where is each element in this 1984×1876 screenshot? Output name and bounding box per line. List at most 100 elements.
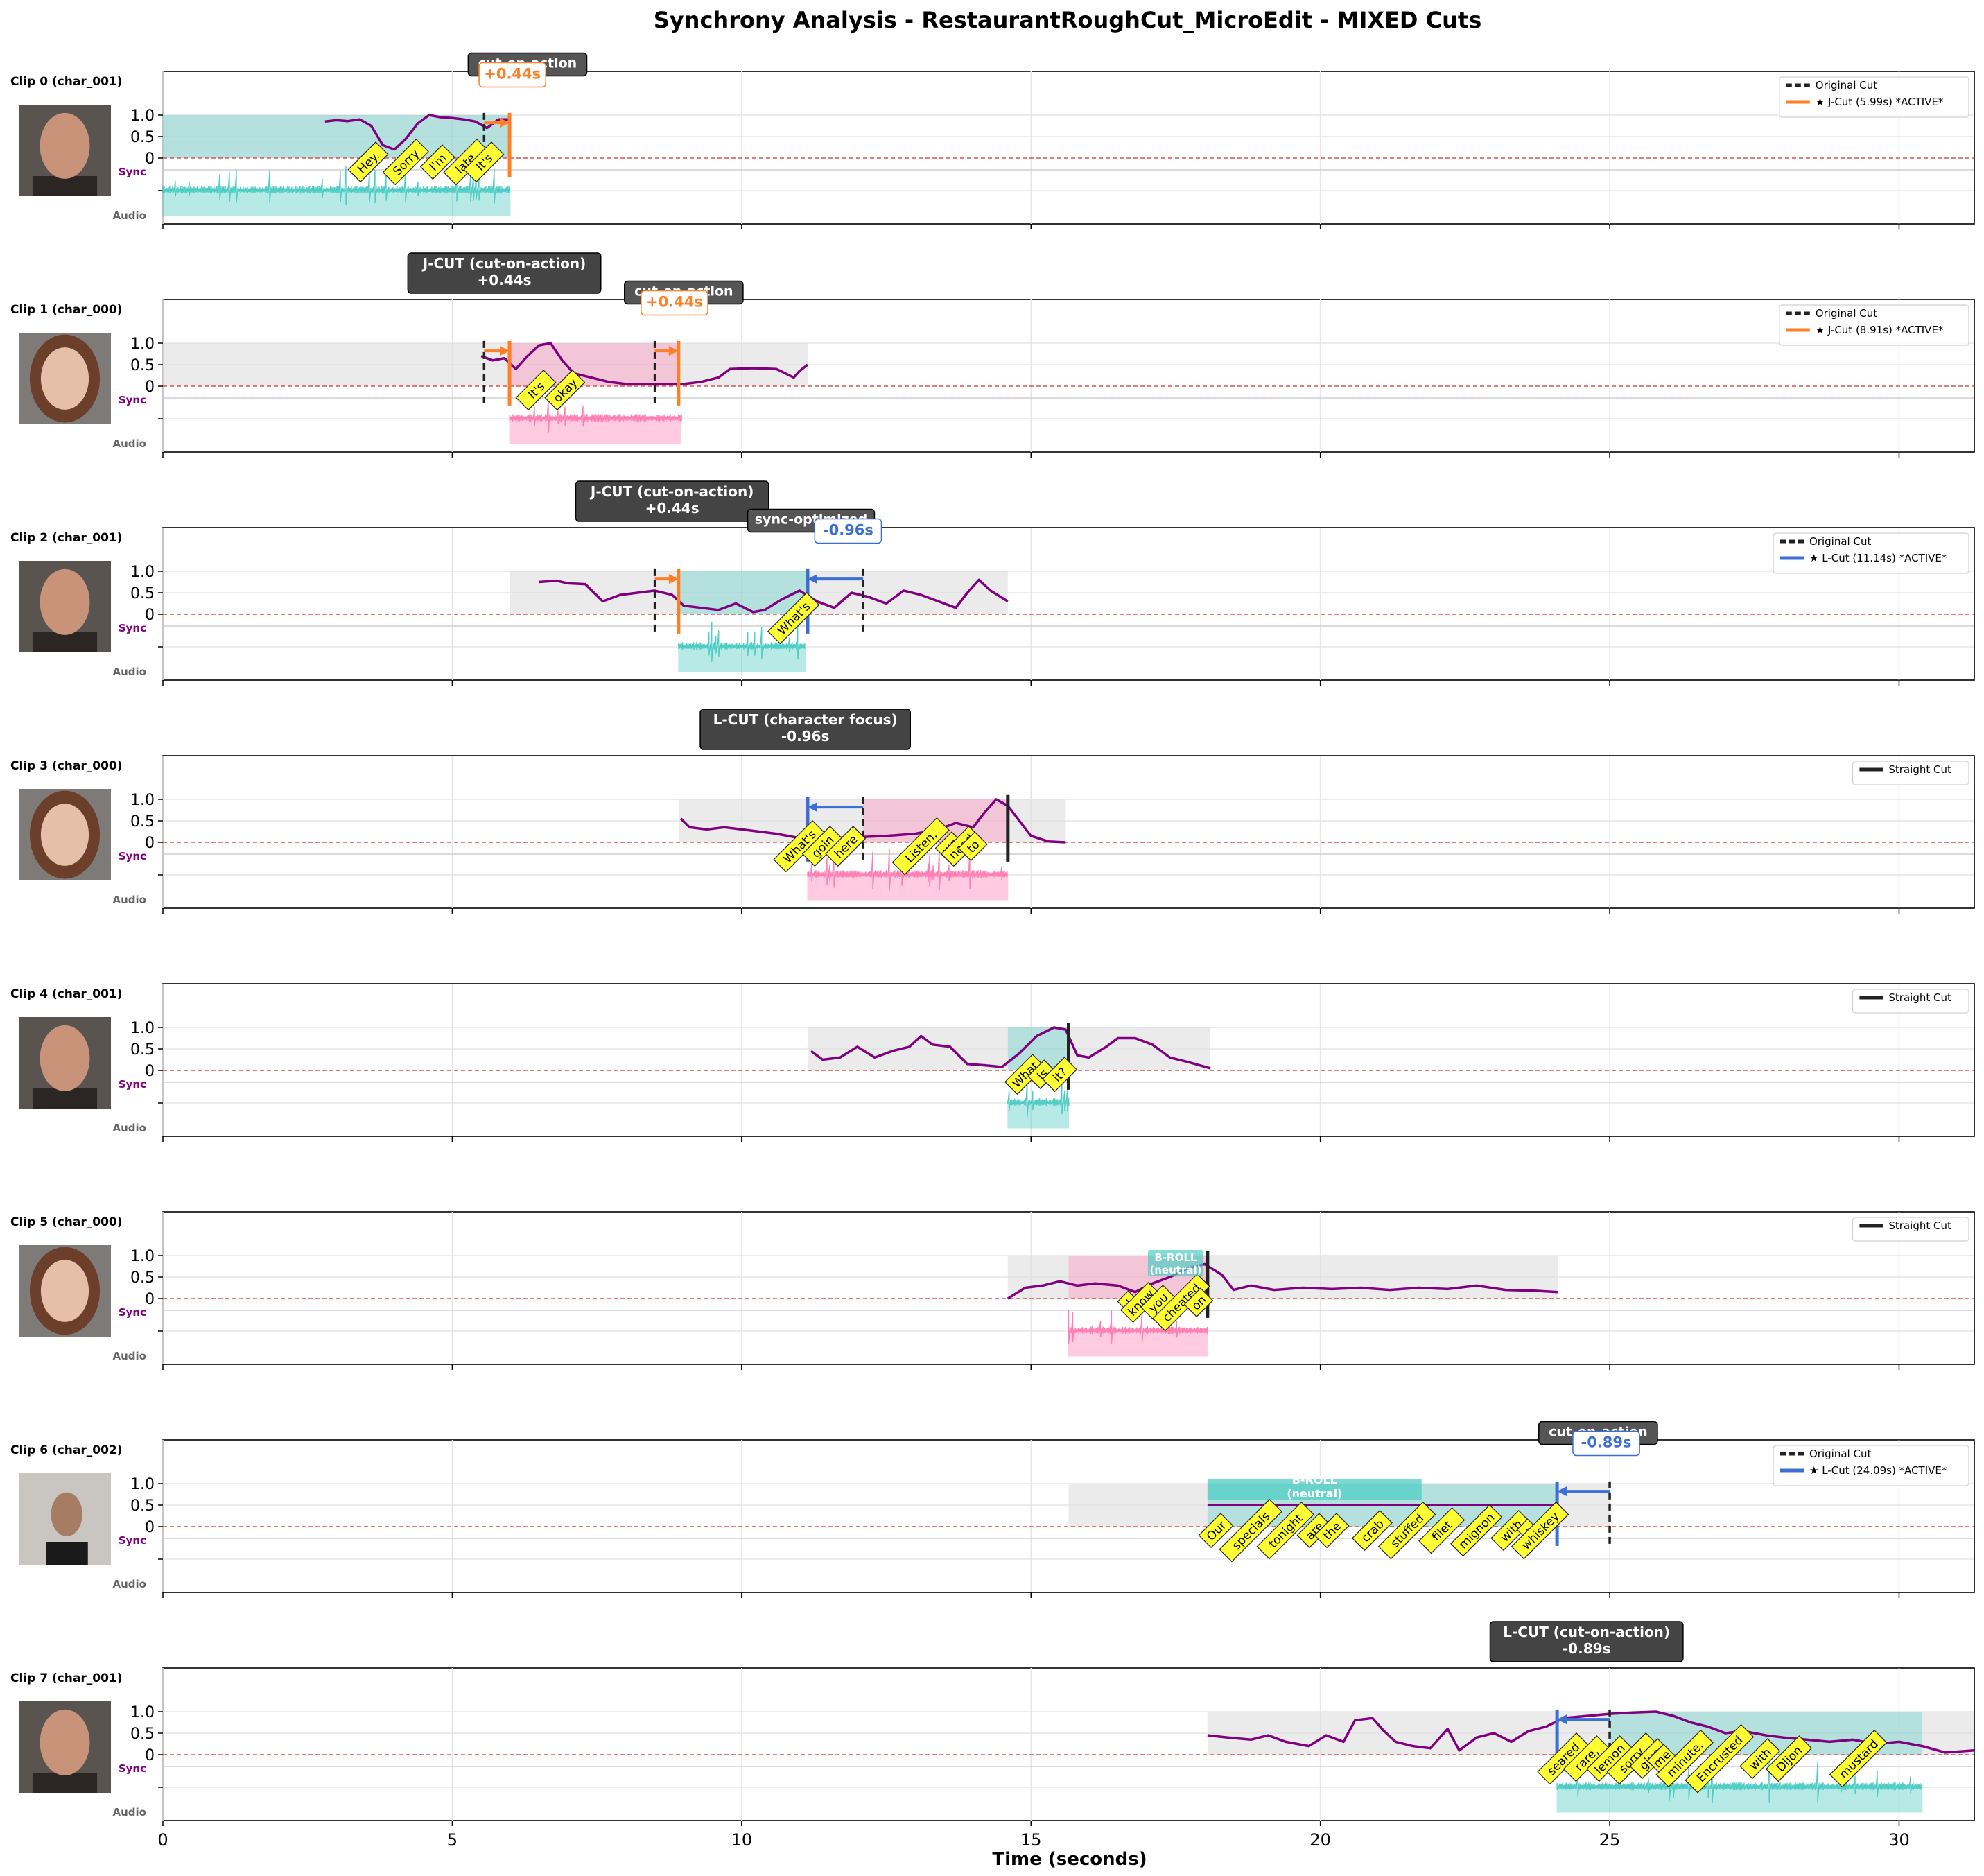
audio-band (162, 190, 511, 216)
annotation-box (699, 709, 912, 750)
audio-band (1068, 1330, 1208, 1357)
broll-text: (neutral) (1149, 1264, 1201, 1276)
broll-box (1147, 1250, 1203, 1276)
audio-waveform (509, 395, 682, 433)
legend-entry: Straight Cut (1888, 763, 1951, 776)
y-tick-label: 0 (145, 1519, 155, 1536)
word-box (1511, 1501, 1569, 1560)
annotation-text: -0.96s (781, 728, 830, 745)
word-box (515, 370, 557, 411)
legend-frame (1852, 761, 1969, 785)
audio-waveform (1007, 1079, 1070, 1118)
legend: Straight Cut (1852, 989, 1969, 1014)
legend-entry: ★ J-Cut (8.91s) *ACTIVE* (1816, 324, 1944, 336)
word-box (1490, 1510, 1532, 1552)
y-tick-label: 1.0 (130, 1248, 155, 1265)
annotation-box (641, 290, 708, 316)
cut-arrow-head (668, 574, 679, 584)
annotation-text: -0.89s (1581, 1434, 1632, 1451)
broll-text: (neutral) (1287, 1487, 1342, 1500)
body-shape (32, 632, 98, 652)
face-shape (40, 1709, 90, 1775)
y-tick-label: 1.0 (130, 1020, 155, 1037)
sync-row-label: Sync (119, 1762, 146, 1775)
sync-row-label: Sync (119, 850, 146, 862)
y-tick-label: 1.0 (130, 1476, 155, 1493)
sync-curve (480, 342, 809, 385)
audio-waveform (678, 621, 806, 662)
annotation-text: J-CUT (cut-on-action) (589, 483, 754, 500)
speaker-thumbnail (19, 1245, 111, 1337)
audio-waveform (1556, 1761, 1922, 1803)
x-tick-label: 25 (1599, 1830, 1621, 1850)
x-tick-label: 30 (1888, 1830, 1910, 1850)
legend-entry: ★ L-Cut (24.09s) *ACTIVE* (1809, 1464, 1947, 1477)
x-axis-label: Time (seconds) (992, 1849, 1147, 1870)
cut-arrow-head (1557, 1486, 1567, 1497)
audio-row-label: Audio (113, 1122, 146, 1134)
y-tick-label: 1.0 (130, 107, 155, 125)
body-shape (46, 1542, 88, 1565)
y-tick-label: 0.5 (130, 585, 155, 602)
annotation-text: L-CUT (character focus) (713, 711, 898, 728)
sync-curve (1207, 1710, 1975, 1754)
clip-span-band (163, 115, 510, 158)
broll-annotation: B-ROLL(neutral) (1147, 1250, 1203, 1276)
legend: Original Cut ★ J-Cut (5.99s) *ACTIVE* (1779, 76, 1969, 118)
audio-waveform (1068, 1310, 1208, 1344)
audio-row-label: Audio (113, 666, 146, 678)
annotation-box (1489, 1621, 1684, 1662)
clip-span-band (1007, 1256, 1558, 1299)
speaker-thumbnail (19, 789, 111, 880)
y-tick-label: 0.5 (130, 1726, 155, 1743)
annotation-text: -0.89s (1563, 1640, 1611, 1657)
y-tick-label: 0 (145, 150, 155, 168)
audio-band (807, 874, 1009, 901)
annotation-text: +0.44s (645, 500, 699, 516)
word-box (1219, 1498, 1282, 1563)
sync-row-label: Sync (119, 1534, 146, 1547)
audio-waveform (162, 166, 510, 206)
audio-row-label: Audio (113, 1578, 146, 1590)
cut-arrow-head (668, 346, 679, 356)
speaker-band (163, 115, 510, 158)
word-box (347, 141, 389, 183)
x-tick-label: 15 (1020, 1830, 1042, 1850)
legend-entry: ★ J-Cut (5.99s) *ACTIVE* (1816, 96, 1944, 108)
word-box (1450, 1504, 1503, 1557)
word-box (419, 144, 455, 180)
y-tick-label: 0.5 (130, 1497, 155, 1515)
word-box (1042, 1057, 1078, 1093)
y-tick-label: 0 (145, 1063, 155, 1080)
face-shape (40, 804, 89, 866)
cut-arrow-head (500, 346, 510, 356)
delta-annotation: +0.44s (478, 62, 547, 88)
y-tick-label: 0 (145, 379, 155, 396)
word-box (1655, 1729, 1714, 1788)
cut-arrow-head (1557, 1714, 1567, 1725)
sync-row-label: Sync (119, 622, 146, 634)
word-box (1256, 1501, 1314, 1560)
audio-band (678, 646, 806, 672)
speaker-thumbnail (19, 1017, 111, 1109)
y-tick-label: 1.0 (130, 564, 155, 581)
word-box (958, 831, 988, 862)
y-tick-label: 0.5 (130, 813, 155, 831)
speaker-thumbnail (19, 333, 111, 424)
sync-row-label: Sync (119, 394, 146, 406)
clip-title: Clip 3 (char_000) (10, 759, 123, 773)
broll-annotation: B-ROLL(neutral) (1287, 1473, 1342, 1500)
clip-title: Clip 2 (char_001) (10, 531, 123, 545)
panel-frame (162, 527, 1975, 681)
legend: Original Cut ★ L-Cut (11.14s) *ACTIVE* (1773, 532, 1969, 574)
y-tick-label: 0 (145, 835, 155, 852)
broll-band (1207, 1479, 1422, 1500)
panel-frame (162, 755, 1975, 909)
legend-frame (1779, 76, 1969, 118)
cut-type-annotation: J-CUT (cut-on-action)+0.44s (407, 252, 602, 294)
